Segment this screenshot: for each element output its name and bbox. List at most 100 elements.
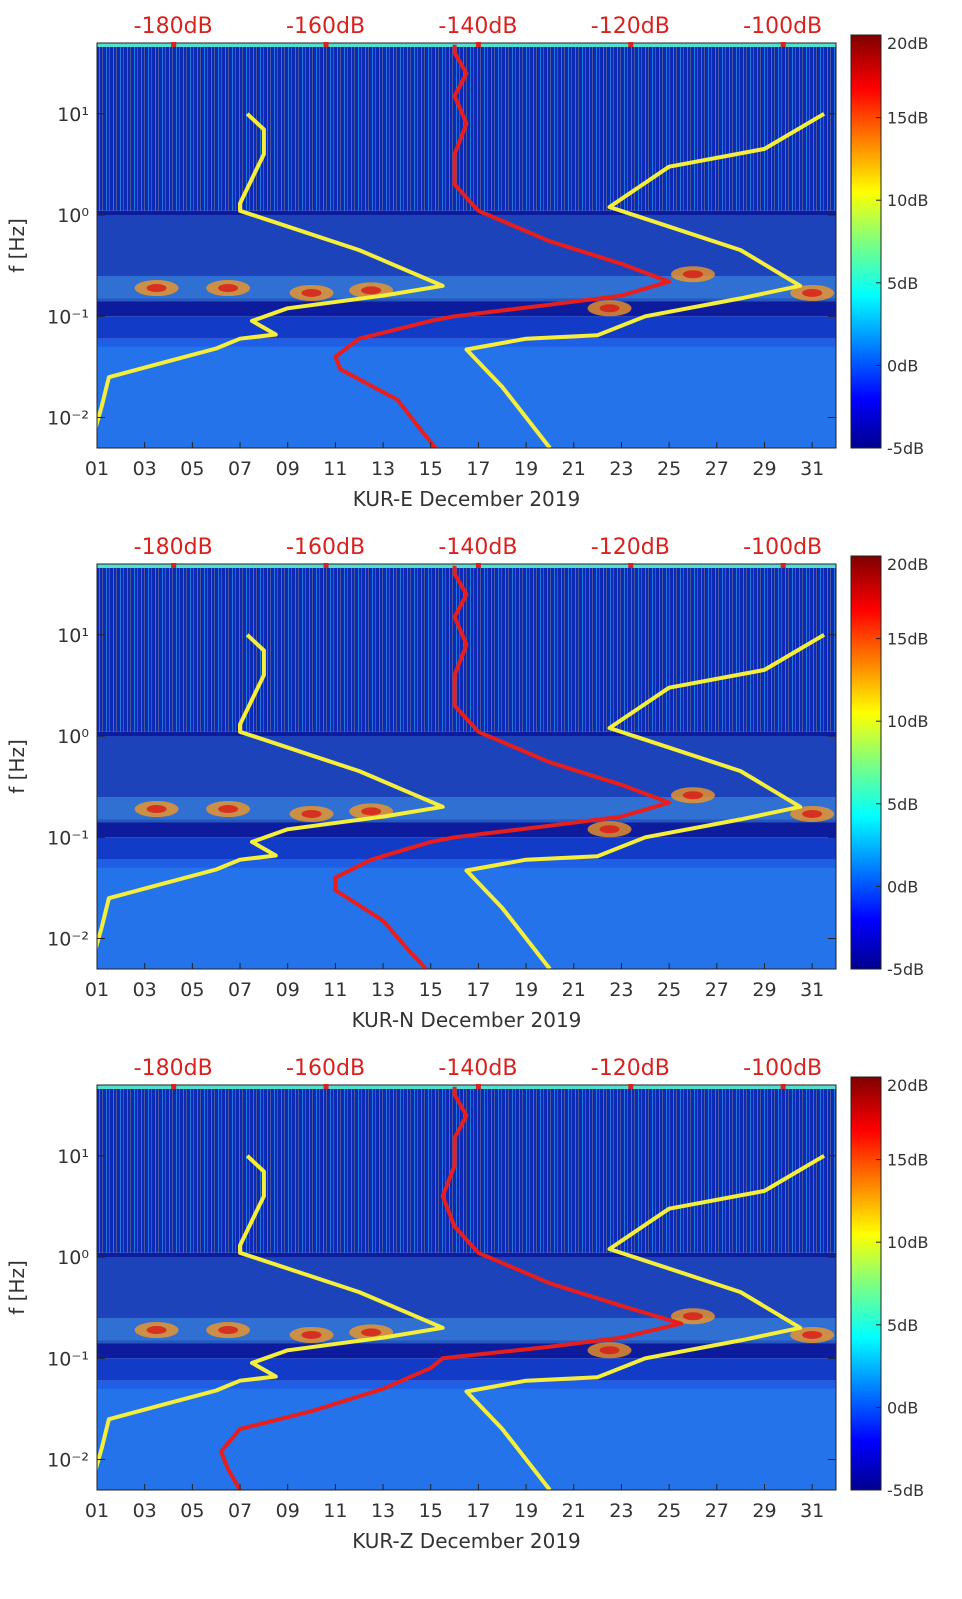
spectrogram-band: [97, 731, 836, 838]
panel-2: 01 03 05 07 09 11 13 15 17 19 21 23 25 27 29 31 KUR-N De…: [5, 535, 929, 1032]
y-tick-label: 10⁻¹: [47, 1348, 89, 1370]
colorbar-tick-label: 20dB: [887, 1076, 929, 1095]
colorbar-tick-label: 10dB: [887, 191, 929, 210]
colorbar: [850, 555, 882, 970]
colorbar-tick-label: -5dB: [887, 439, 924, 458]
y-tick-label: 10⁻²: [47, 408, 89, 430]
x-tick-label: 29: [752, 458, 776, 480]
top-db-label: -100dB: [743, 535, 822, 560]
colorbar-tick-label: 5dB: [887, 1316, 918, 1335]
spectrogram-hotspot: [599, 825, 620, 834]
top-db-tick: [171, 1084, 177, 1089]
x-tick-label: 27: [705, 1500, 729, 1522]
spectrogram-top-strip: [97, 1085, 836, 1089]
x-tick-label: 25: [657, 458, 681, 480]
x-tick-label: 17: [466, 979, 490, 1001]
x-tick-label: 13: [371, 458, 395, 480]
colorbar-tick-label: 0dB: [887, 877, 918, 896]
top-db-label: -100dB: [743, 14, 822, 39]
top-db-tick: [628, 1084, 634, 1089]
spectrogram-hotspot: [301, 288, 322, 297]
top-db-tick: [475, 1084, 481, 1089]
x-tick-label: 13: [371, 979, 395, 1001]
x-tick-label: 15: [419, 458, 443, 480]
red-curve-3: [333, 565, 672, 969]
colorbar-tick-label: 5dB: [887, 795, 918, 814]
spectrogram-area: [97, 43, 836, 448]
spectrogram-hotspot: [146, 1326, 167, 1335]
yellow-curve-1: [97, 112, 445, 431]
top-db-label: -180dB: [134, 1056, 213, 1081]
plot-frame: [96, 1084, 837, 1491]
colorbar-tick-label: 15dB: [887, 630, 929, 649]
spectrogram-top-strip: [97, 564, 836, 568]
x-tick-label: 21: [562, 458, 586, 480]
colorbar-tick-label: 15dB: [887, 109, 929, 128]
top-db-tick: [171, 42, 177, 47]
y-tick-label: 10⁻¹: [47, 827, 89, 849]
x-tick-label: 03: [133, 1500, 157, 1522]
colorbar-tick-label: 20dB: [887, 555, 929, 574]
y-tick-label: 10⁻²: [47, 929, 89, 951]
spectrogram-band: [97, 316, 836, 339]
top-db-tick: [628, 42, 634, 47]
top-db-tick: [171, 563, 177, 568]
spectrogram-hotspot: [802, 809, 823, 818]
x-tick-label: 01: [85, 1500, 109, 1522]
yellow-curve-1: [97, 1154, 445, 1473]
colorbar-tick-label: 5dB: [887, 274, 918, 293]
top-db-label: -180dB: [134, 14, 213, 39]
colorbar: [850, 34, 882, 449]
spectrogram-band: [97, 346, 836, 448]
top-db-label: -120dB: [591, 535, 670, 560]
spectrogram-hotspot: [218, 805, 239, 814]
spectrogram-hotspot: [361, 286, 382, 295]
top-db-label: -160dB: [286, 1056, 365, 1081]
x-tick-label: 01: [85, 979, 109, 1001]
plot-frame: [96, 563, 837, 970]
top-db-label: -120dB: [591, 14, 670, 39]
x-tick-label: 31: [800, 458, 824, 480]
x-tick-label: 21: [562, 1500, 586, 1522]
spectrogram-top-strip: [97, 43, 836, 47]
x-tick-label: 11: [323, 979, 347, 1001]
spectrogram-area: [97, 1085, 836, 1490]
top-db-tick: [323, 1084, 329, 1089]
x-tick-label: 23: [609, 1500, 633, 1522]
panel-1: 01 03 05 07 09 11 13 15 17 19 21 23 25 27 29 31 KUR-E De…: [5, 14, 929, 511]
top-db-label: -140dB: [438, 14, 517, 39]
spectrogram-hotspot: [146, 805, 167, 814]
y-tick-label: 10¹: [57, 625, 89, 647]
x-axis-label: KUR-E December 2019: [353, 487, 580, 511]
spectrogram-hotspot: [301, 1330, 322, 1339]
spectrogram-hotspot: [361, 807, 382, 816]
spectrogram-area: [97, 564, 836, 969]
top-db-tick: [323, 563, 329, 568]
colorbar-tick-label: 0dB: [887, 356, 918, 375]
x-tick-label: 11: [323, 1500, 347, 1522]
top-db-tick: [780, 42, 786, 47]
x-tick-label: 27: [705, 458, 729, 480]
top-db-label: -180dB: [134, 535, 213, 560]
spectrogram-hotspot: [682, 1312, 703, 1321]
x-tick-label: 15: [419, 1500, 443, 1522]
x-tick-label: 07: [228, 979, 252, 1001]
plot-frame: [96, 42, 837, 449]
y-axis-label: f [Hz]: [5, 739, 29, 794]
top-db-label: -100dB: [743, 1056, 822, 1081]
x-tick-label: 31: [800, 1500, 824, 1522]
y-tick-label: 10¹: [57, 104, 89, 126]
x-tick-label: 23: [609, 979, 633, 1001]
x-tick-label: 19: [514, 1500, 538, 1522]
x-tick-label: 27: [705, 979, 729, 1001]
spectrogram-band: [97, 338, 836, 448]
x-tick-label: 07: [228, 1500, 252, 1522]
y-tick-label: 10⁰: [57, 1247, 89, 1269]
spectrogram-band: [97, 867, 836, 969]
x-tick-label: 25: [657, 1500, 681, 1522]
top-db-tick: [475, 42, 481, 47]
x-tick-label: 23: [609, 458, 633, 480]
top-db-tick: [780, 1084, 786, 1089]
x-tick-label: 19: [514, 458, 538, 480]
